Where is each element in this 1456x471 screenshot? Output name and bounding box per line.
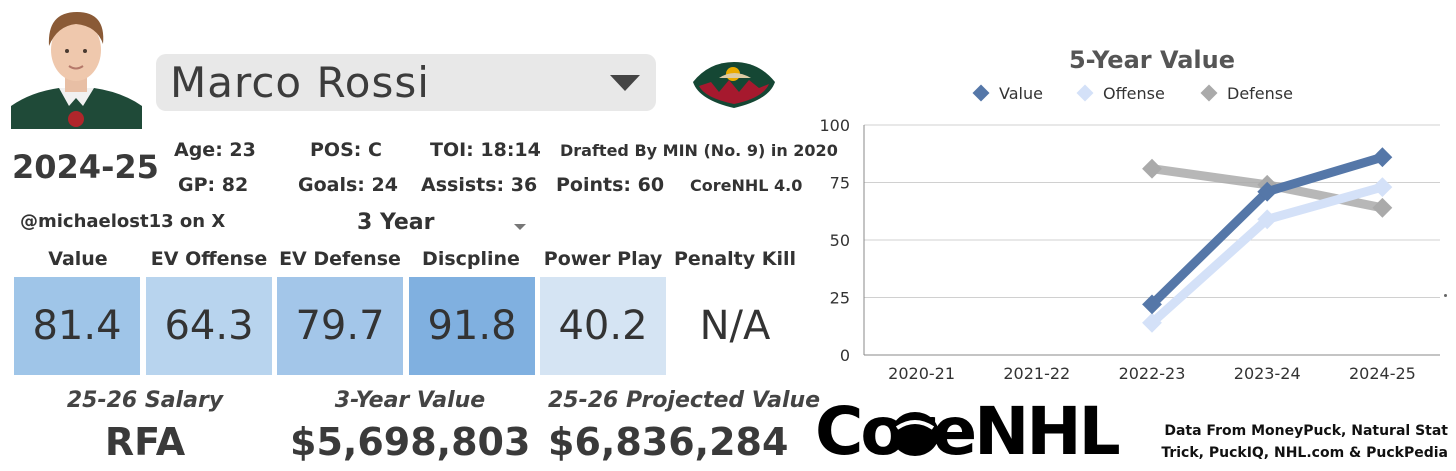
- legend-marker-value: [972, 84, 990, 102]
- metric-label-penalty-kill: Penalty Kill: [673, 248, 796, 270]
- season-label: 2024-25: [12, 148, 159, 186]
- y-tick-75: 75: [830, 174, 850, 193]
- puck-icon: [891, 412, 939, 456]
- x-tick-2021-22: 2021-22: [1003, 364, 1070, 383]
- x-tick-2022-23: 2022-23: [1119, 364, 1186, 383]
- metric-label-power-play: Power Play: [543, 248, 663, 270]
- legend-label-offense: Offense: [1103, 84, 1165, 103]
- metric-box-power-play: 40.2: [540, 277, 666, 375]
- point-defense-2024-25: [1372, 197, 1393, 218]
- chart-title: 5-Year Value: [1069, 46, 1235, 74]
- sources-line-2: Trick, PuckIQ, NHL.com & PuckPedia: [1161, 445, 1448, 461]
- corenhl-rating: CoreNHL 4.0: [690, 176, 803, 195]
- sources-line-1: Data From MoneyPuck, Natural Stat: [1164, 423, 1448, 439]
- legend-marker-offense: [1076, 84, 1094, 102]
- three-year-value: $5,698,803: [290, 420, 531, 464]
- draft-info: Drafted By MIN (No. 9) in 2020: [560, 141, 838, 160]
- goals-stat: Goals: 24: [298, 174, 398, 196]
- point-value-2024-25: [1372, 147, 1393, 168]
- metric-label-ev-offense: EV Offense: [150, 248, 268, 270]
- minnesota-wild-logo-icon: [689, 56, 779, 112]
- period-select[interactable]: 3 Year: [357, 210, 435, 235]
- salary-label: 25-26 Salary: [66, 388, 224, 413]
- x-tick-2023-24: 2023-24: [1234, 364, 1301, 383]
- legend-marker-defense: [1200, 84, 1218, 102]
- position-stat: POS: C: [310, 139, 382, 161]
- assists-stat: Assists: 36: [421, 174, 538, 196]
- y-tick-50: 50: [830, 231, 850, 250]
- points-stat: Points: 60: [556, 174, 665, 196]
- wordmark-text: CoreNHL: [815, 398, 1120, 464]
- legend-label-defense: Defense: [1227, 84, 1293, 103]
- age-stat: Age: 23: [174, 139, 256, 161]
- five-year-value-chart: 5-Year Value Value Offense Defense 0 25 50 75 10…: [819, 40, 1456, 390]
- y-tick-25: 25: [830, 289, 850, 308]
- metric-box-discipline: 91.8: [409, 277, 535, 375]
- x-tick-2024-25: 2024-25: [1349, 364, 1416, 383]
- author-handle: @michaelost13 on X: [20, 211, 226, 232]
- player-name: Marco Rossi: [170, 58, 430, 107]
- metric-label-discipline: Discpline: [422, 248, 520, 270]
- toi-stat: TOI: 18:14: [430, 139, 541, 161]
- x-tick-2020-21: 2020-21: [888, 364, 955, 383]
- metric-label-value: Value: [48, 248, 108, 270]
- three-year-value-label: 3-Year Value: [334, 388, 486, 413]
- player-select[interactable]: Marco Rossi: [156, 54, 656, 111]
- legend-label-value: Value: [999, 84, 1043, 103]
- y-tick-100: 100: [820, 116, 850, 135]
- metric-box-penalty-kill: N/A: [672, 277, 798, 375]
- metric-box-ev-offense: 64.3: [146, 277, 272, 375]
- metric-box-value: 81.4: [14, 277, 140, 375]
- corenhl-wordmark: CoreNHL: [815, 393, 1135, 470]
- metric-box-ev-defense: 79.7: [277, 277, 403, 375]
- projected-value-label: 25-26 Projected Value: [548, 388, 821, 413]
- point-offense-2024-25: [1372, 177, 1393, 197]
- point-defense-2022-23: [1142, 158, 1162, 179]
- projected-value: $6,836,284: [548, 420, 789, 464]
- stray-dot: [1444, 294, 1447, 297]
- player-headshot-icon: [11, 6, 142, 129]
- salary-value: RFA: [104, 420, 186, 464]
- chevron-down-icon[interactable]: [610, 75, 640, 91]
- y-tick-0: 0: [840, 346, 850, 365]
- series-line-offense: [1148, 182, 1384, 327]
- metric-label-ev-defense: EV Defense: [279, 248, 401, 270]
- point-offense-2022-23: [1142, 312, 1162, 333]
- point-value-2022-23: [1142, 294, 1162, 315]
- chevron-down-icon[interactable]: [514, 224, 526, 230]
- data-sources: Data From MoneyPuck, Natural Stat Trick,…: [1148, 420, 1448, 464]
- games-played-stat: GP: 82: [178, 174, 249, 196]
